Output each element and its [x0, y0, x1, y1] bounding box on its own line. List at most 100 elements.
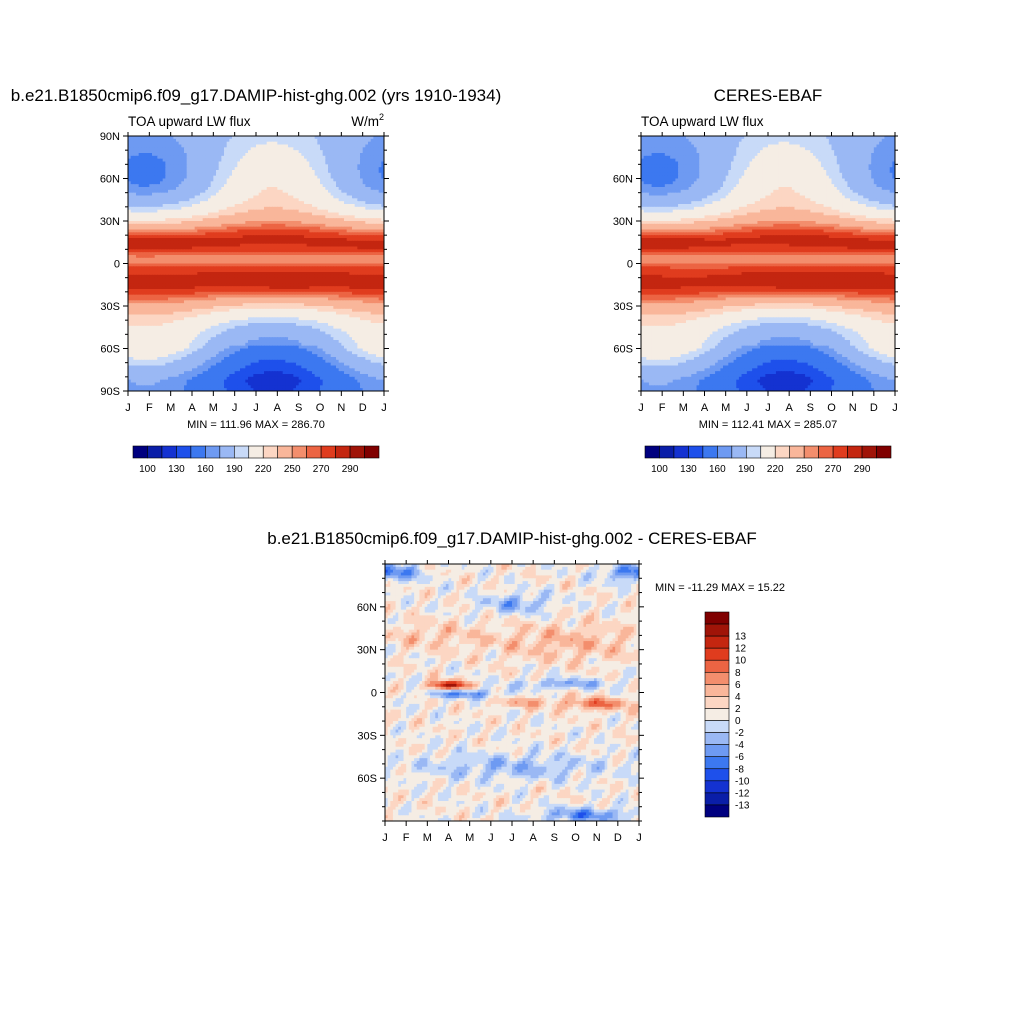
field-cell: [264, 246, 268, 250]
field-cell: [173, 170, 177, 174]
field-cell: [218, 167, 222, 171]
field-cell: [360, 201, 364, 205]
field-cell: [242, 138, 246, 143]
field-cell: [245, 240, 249, 245]
field-cell: [138, 252, 142, 256]
field-cell: [373, 232, 377, 236]
field-cell: [192, 155, 196, 160]
field-cell: [261, 209, 265, 214]
field-cell: [333, 204, 337, 208]
field-cell: [381, 229, 384, 233]
field-cell: [213, 172, 217, 177]
field-cell: [205, 138, 209, 143]
field-cell: [261, 175, 265, 180]
field-cell: [360, 206, 364, 211]
field-cell: [282, 249, 286, 253]
field-cell: [152, 255, 156, 259]
field-cell: [320, 189, 324, 194]
field-cell: [264, 161, 268, 165]
field-cell: [234, 212, 238, 216]
field-cell: [349, 221, 353, 225]
field-cell: [149, 181, 153, 185]
field-cell: [240, 181, 244, 185]
field-cell: [136, 167, 140, 171]
field-cell: [368, 164, 372, 168]
field-cell: [256, 136, 260, 140]
field-cell: [274, 155, 278, 160]
field-cell: [248, 164, 252, 168]
field-cell: [264, 198, 268, 202]
field-cell: [242, 175, 246, 180]
field-cell: [362, 252, 366, 256]
field-cell: [293, 144, 297, 148]
field-cell: [184, 249, 188, 253]
field-cell: [189, 153, 193, 157]
field-cell: [194, 178, 198, 182]
field-cell: [178, 226, 182, 231]
field-cell: [136, 150, 140, 154]
field-cell: [360, 195, 364, 199]
field-cell: [269, 170, 273, 174]
field-cell: [352, 184, 356, 188]
field-cell: [344, 212, 348, 216]
field-cell: [176, 206, 180, 211]
field-cell: [312, 181, 316, 185]
field-cell: [136, 141, 140, 146]
field-cell: [189, 138, 193, 143]
field-cell: [165, 150, 169, 154]
field-cell: [370, 141, 374, 146]
field-cell: [250, 232, 254, 236]
field-cell: [250, 189, 254, 194]
field-cell: [242, 192, 246, 197]
field-cell: [152, 215, 156, 219]
field-cell: [320, 204, 324, 208]
field-cell: [162, 150, 166, 154]
field-cell: [301, 212, 305, 216]
field-cell: [309, 138, 313, 143]
field-cell: [237, 218, 241, 222]
field-cell: [304, 170, 308, 174]
field-cell: [248, 232, 252, 236]
field-cell: [346, 204, 350, 208]
field-cell: [256, 249, 260, 253]
field-cell: [152, 240, 156, 245]
field-cell: [304, 175, 308, 180]
field-cell: [376, 189, 380, 194]
field-cell: [200, 223, 204, 228]
field-cell: [240, 155, 244, 160]
field-cell: [365, 147, 369, 151]
field-cell: [128, 167, 132, 171]
field-cell: [237, 155, 241, 160]
field-cell: [232, 240, 236, 245]
field-cell: [178, 187, 182, 191]
field-cell: [224, 172, 228, 177]
field-cell: [250, 192, 254, 197]
field-cell: [176, 260, 180, 265]
field-cell: [357, 232, 361, 236]
field-cell: [216, 226, 220, 231]
field-cell: [277, 178, 281, 182]
field-cell: [370, 252, 374, 256]
field-cell: [162, 246, 166, 250]
field-cell: [149, 218, 153, 222]
field-cell: [133, 170, 137, 174]
field-cell: [250, 170, 254, 174]
field-cell: [280, 215, 284, 219]
field-cell: [370, 189, 374, 194]
field-cell: [288, 249, 292, 253]
field-cell: [197, 184, 201, 188]
field-cell: [368, 161, 372, 165]
field-cell: [133, 238, 137, 242]
field-cell: [376, 257, 380, 262]
field-cell: [288, 215, 292, 219]
field-cell: [306, 226, 310, 231]
field-cell: [186, 204, 190, 208]
field-cell: [365, 243, 369, 248]
field-cell: [154, 252, 158, 256]
field-cell: [373, 240, 377, 245]
field-cell: [160, 195, 164, 199]
field-cell: [325, 155, 329, 160]
field-cell: [200, 260, 204, 265]
field-cell: [245, 158, 249, 163]
field-cell: [370, 215, 374, 219]
